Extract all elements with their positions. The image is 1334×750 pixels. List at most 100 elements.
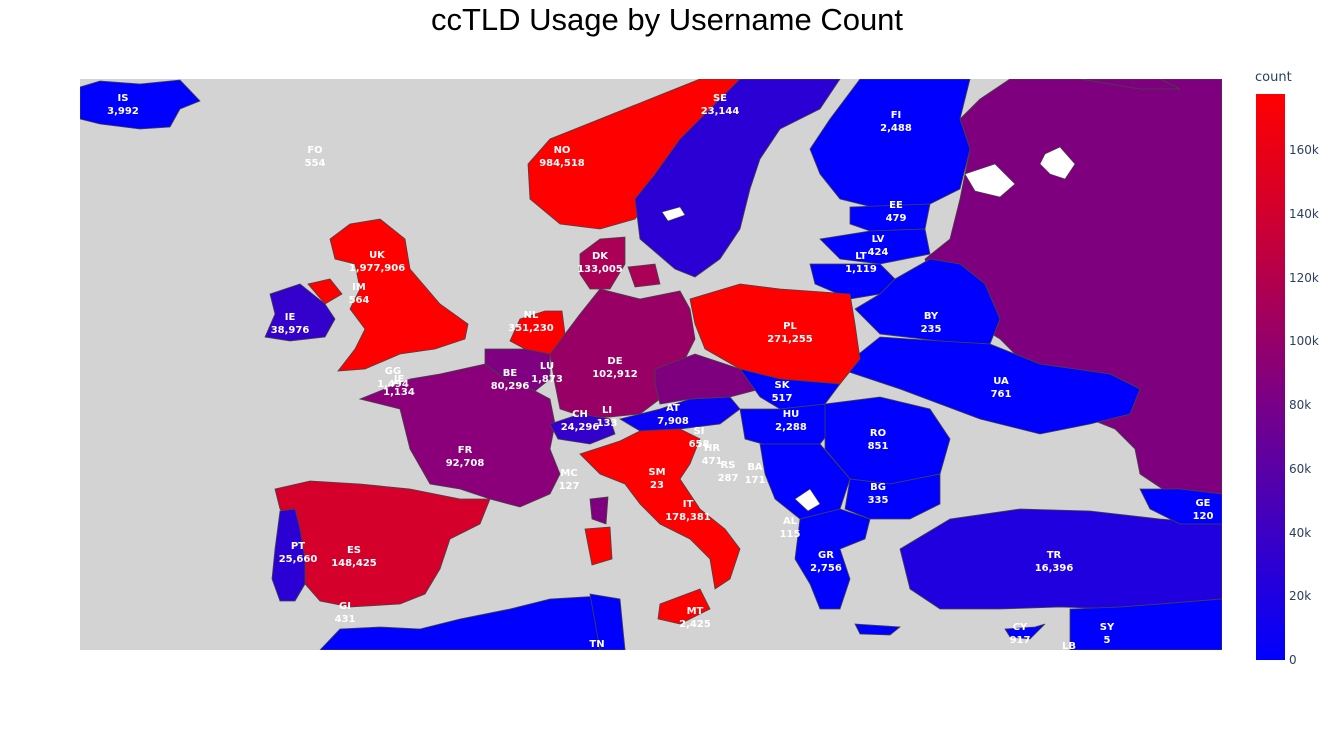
country-count-es: 148,425 — [331, 558, 377, 569]
country-code-rs: RS — [721, 460, 736, 471]
country-count-is: 3,992 — [107, 106, 139, 117]
country-count-li: 133 — [597, 418, 618, 429]
region-is — [80, 79, 201, 130]
country-code-sk: SK — [775, 380, 791, 391]
country-code-lu: LU — [540, 361, 554, 372]
country-count-ro: 851 — [868, 441, 889, 452]
country-count-tr: 16,396 — [1035, 563, 1074, 574]
country-count-ee: 479 — [886, 213, 907, 224]
country-count-pl: 271,255 — [767, 334, 813, 345]
country-count-it: 178,381 — [665, 512, 711, 523]
country-code-gg: GG — [385, 366, 401, 377]
chart-title: ccTLD Usage by Username Count — [430, 2, 904, 37]
region-ge — [1139, 488, 1222, 525]
country-code-ua: UA — [993, 376, 1009, 387]
country-code-si: SI — [694, 426, 705, 437]
country-code-dk: DK — [592, 251, 609, 262]
colorbar-tick: 140k — [1289, 207, 1319, 221]
country-code-hu: HU — [783, 409, 800, 420]
country-count-ch: 24,296 — [561, 422, 600, 433]
country-code-by: BY — [924, 311, 939, 322]
country-code-at: AT — [666, 403, 680, 414]
country-count-mc: 127 — [559, 481, 580, 492]
country-count-al: 115 — [780, 529, 801, 540]
country-count-sm: 23 — [650, 480, 664, 491]
country-code-cy: CY — [1013, 622, 1028, 633]
country-count-nl: 351,230 — [508, 323, 554, 334]
europe-map[interactable]: IS 3,992 FO 554 NO 984,518 SE 23,144 FI 2,488 EE 47… — [80, 79, 1222, 650]
country-code-it: IT — [683, 499, 694, 510]
region-ch — [549, 413, 616, 445]
region-uk — [329, 218, 469, 372]
country-code-ie: IE — [285, 312, 296, 323]
country-code-is: IS — [118, 93, 129, 104]
country-count-no: 984,518 — [539, 158, 585, 169]
country-code-pt: PT — [291, 541, 305, 552]
country-code-tn: TN — [589, 639, 604, 650]
colorbar-tick: 120k — [1289, 271, 1319, 285]
region-gr — [794, 508, 871, 610]
colorbar-tick: 0 — [1289, 653, 1297, 667]
country-count-gi: 431 — [335, 614, 356, 625]
country-count-se: 23,144 — [701, 106, 740, 117]
country-count-si: 658 — [689, 439, 710, 450]
country-code-no: NO — [554, 145, 571, 156]
country-count-cy: 917 — [1010, 635, 1031, 646]
country-count-hr: 471 — [702, 456, 723, 467]
country-code-bg: BG — [870, 482, 886, 493]
region-fr — [358, 363, 561, 508]
region-sy — [1069, 598, 1222, 650]
country-count-ba: 171 — [745, 475, 766, 486]
country-code-mt: MT — [687, 606, 704, 617]
country-count-at: 7,908 — [657, 416, 689, 427]
country-count-je: 1,134 — [383, 387, 415, 398]
country-code-lb: LB — [1062, 641, 1076, 650]
country-code-gr: GR — [818, 550, 834, 561]
country-code-lv: LV — [872, 234, 885, 245]
country-code-se: SE — [713, 93, 727, 104]
country-count-by: 235 — [921, 324, 942, 335]
country-code-pl: PL — [783, 321, 797, 332]
region-se — [634, 79, 841, 278]
colorbar — [1256, 94, 1285, 660]
region-dk — [579, 236, 626, 290]
map-area[interactable]: IS 3,992 FO 554 NO 984,518 SE 23,144 FI 2,488 EE 47… — [80, 79, 1222, 650]
colorbar-title: count — [1255, 70, 1292, 85]
country-code-fo: FO — [307, 145, 322, 156]
country-count-ge: 120 — [1193, 511, 1214, 522]
country-labels: IS 3,992 FO 554 NO 984,518 SE 23,144 FI 2,488 EE 47… — [107, 93, 1213, 650]
country-count-be: 80,296 — [491, 381, 530, 392]
country-code-mc: MC — [560, 468, 577, 479]
country-code-be: BE — [503, 368, 518, 379]
country-count-sy: 5 — [1104, 635, 1111, 646]
country-count-bg: 335 — [868, 495, 889, 506]
country-count-fi: 2,488 — [880, 123, 912, 134]
country-code-tr: TR — [1047, 550, 1062, 561]
country-count-pt: 25,660 — [279, 554, 318, 565]
country-code-ee: EE — [889, 200, 903, 211]
country-code-ro: RO — [870, 428, 886, 439]
region-by — [854, 258, 1001, 345]
region-lv — [819, 228, 931, 265]
country-code-ge: GE — [1195, 498, 1210, 509]
country-count-rs: 287 — [718, 473, 739, 484]
region-it — [579, 428, 741, 590]
country-code-ch: CH — [572, 409, 588, 420]
region-bg — [844, 473, 941, 520]
region-pl — [689, 283, 861, 385]
country-count-im: 564 — [349, 295, 370, 306]
region-ua — [839, 336, 1141, 435]
region-cz — [654, 353, 761, 405]
colorbar-tick: 40k — [1289, 526, 1312, 540]
colorbar-tick: 20k — [1289, 589, 1312, 603]
region-cy — [1004, 623, 1046, 640]
country-code-hr: HR — [704, 443, 720, 454]
country-count-ua: 761 — [991, 389, 1012, 400]
country-code-fi: FI — [891, 110, 902, 121]
country-count-uk: 1,977,906 — [349, 263, 405, 274]
country-code-im: IM — [352, 282, 366, 293]
colorbar-tick: 80k — [1289, 398, 1312, 412]
colorbar-tick: 100k — [1289, 334, 1319, 348]
colorbar-tick: 160k — [1289, 143, 1319, 157]
country-count-gg: 1,494 — [377, 379, 409, 390]
